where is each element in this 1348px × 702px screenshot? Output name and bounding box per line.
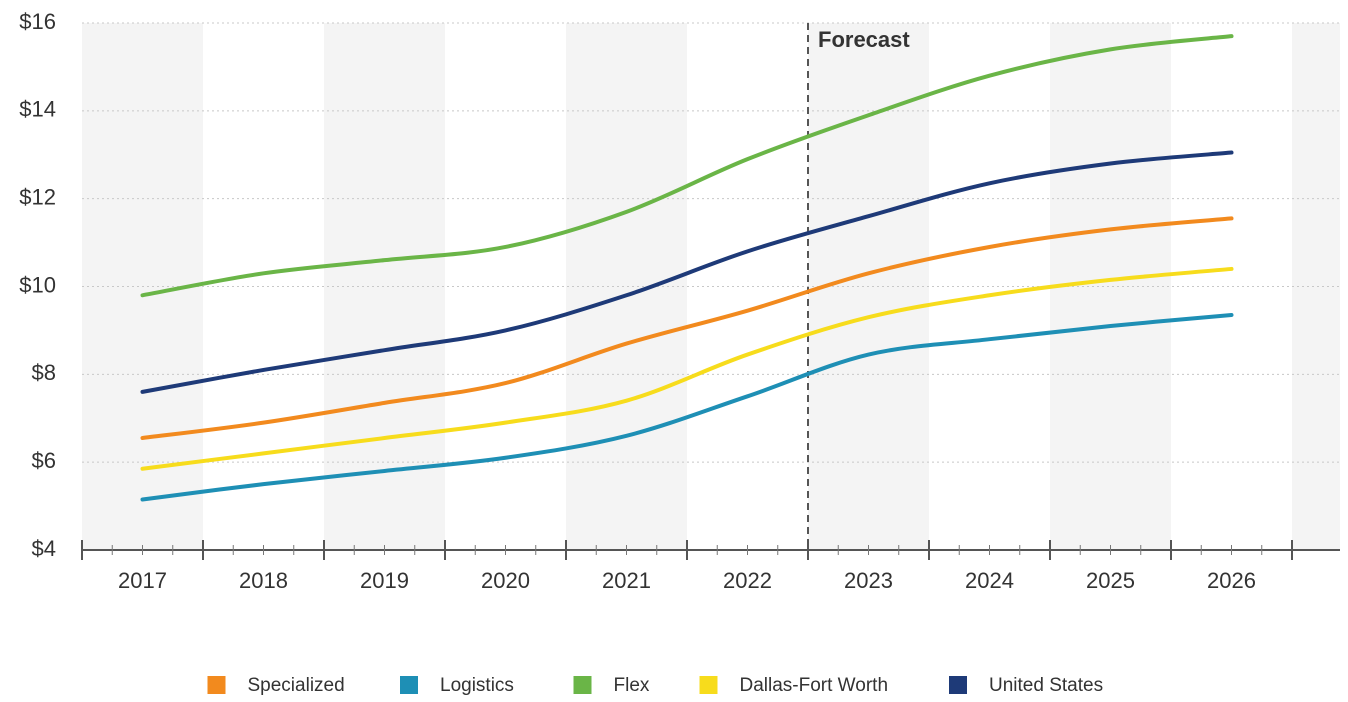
series-line: [140, 216, 1234, 441]
annotation: Forecast: [818, 27, 910, 52]
x-tick-label: 2021: [602, 568, 651, 593]
y-tick-label: $6: [32, 448, 56, 473]
y-tick-label: $16: [19, 9, 56, 34]
legend-label: Dallas-Fort Worth: [740, 675, 889, 696]
x-tick-label: 2025: [1086, 568, 1135, 593]
series-line: [140, 266, 1234, 471]
legend-label: Logistics: [440, 675, 514, 696]
x-tick-label: 2022: [723, 568, 772, 593]
series-line: [140, 313, 1234, 502]
x-tick-label: 2019: [360, 568, 409, 593]
legend-label: Specialized: [248, 675, 345, 696]
x-tick-label: 2024: [965, 568, 1014, 593]
band: [566, 23, 687, 550]
band: [324, 23, 445, 550]
y-tick-label: $14: [19, 97, 56, 122]
x-tick-label: 2020: [481, 568, 530, 593]
legend-swatch: [573, 676, 592, 694]
x-tick-label: 2023: [844, 568, 893, 593]
y-tick-label: $8: [32, 360, 56, 385]
y-tick-label: $10: [19, 272, 56, 297]
x-tick-label: 2026: [1207, 568, 1256, 593]
legend-swatch: [949, 676, 967, 694]
x-tick-label: 2018: [239, 568, 288, 593]
series-line: [140, 150, 1234, 394]
legend-swatch: [400, 676, 418, 694]
x-tick-label: 2017: [118, 568, 167, 593]
y-tick-label: $12: [19, 184, 56, 209]
legend-swatch: [699, 676, 718, 694]
legend-swatch: [207, 676, 226, 694]
series-line: [140, 34, 1234, 298]
y-tick-label: $4: [32, 536, 56, 561]
legend-label: United States: [989, 675, 1103, 696]
legend-label: Flex: [614, 675, 650, 696]
